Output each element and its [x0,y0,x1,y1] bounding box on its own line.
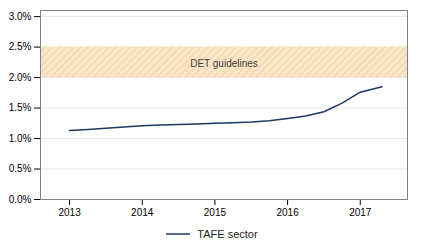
svg-text:1.0%: 1.0% [9,133,32,144]
svg-text:2.5%: 2.5% [9,41,32,52]
svg-text:DET guidelines: DET guidelines [190,58,258,69]
svg-text:0.5%: 0.5% [9,163,32,174]
svg-text:2015: 2015 [204,207,227,218]
svg-text:3.0%: 3.0% [9,11,32,22]
svg-text:2013: 2013 [58,207,81,218]
svg-text:1.5%: 1.5% [9,102,32,113]
html-text:TAFE sector: TAFE sector [197,228,258,240]
svg-text:2017: 2017 [349,207,372,218]
svg-text:2014: 2014 [131,207,154,218]
svg-text:2016: 2016 [276,207,299,218]
svg-text:2.0%: 2.0% [9,72,32,83]
svg-text:0.0%: 0.0% [9,194,32,205]
